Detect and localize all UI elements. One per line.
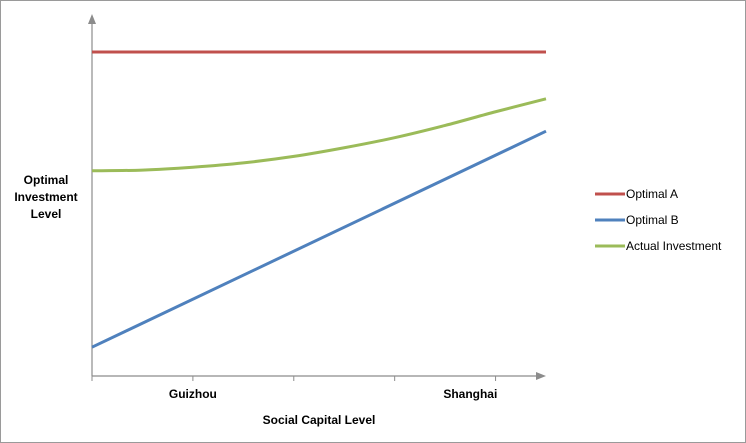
series-group [91, 50, 547, 349]
legend: Optimal A Optimal B Actual Investment [595, 187, 722, 253]
x-tick-label: Shanghai [443, 387, 497, 401]
legend-label: Optimal B [626, 213, 679, 227]
series-line-optimal-b [91, 129, 547, 349]
x-axis-ticks [91, 376, 497, 381]
y-axis-label-line-2: Investment [14, 190, 77, 204]
y-axis-label-line-1: Optimal [24, 173, 69, 187]
legend-label: Actual Investment [626, 239, 722, 253]
y-axis-arrow [88, 14, 96, 24]
x-axis-arrow [536, 372, 546, 380]
series-line-actual-investment [91, 97, 547, 173]
x-tick-label: Guizhou [169, 387, 217, 401]
y-axis-label-line-3: Level [31, 207, 62, 221]
legend-label: Optimal A [626, 187, 678, 201]
x-axis-label: Social Capital Level [263, 413, 376, 427]
x-tick-labels: Guizhou Shanghai [169, 387, 497, 401]
